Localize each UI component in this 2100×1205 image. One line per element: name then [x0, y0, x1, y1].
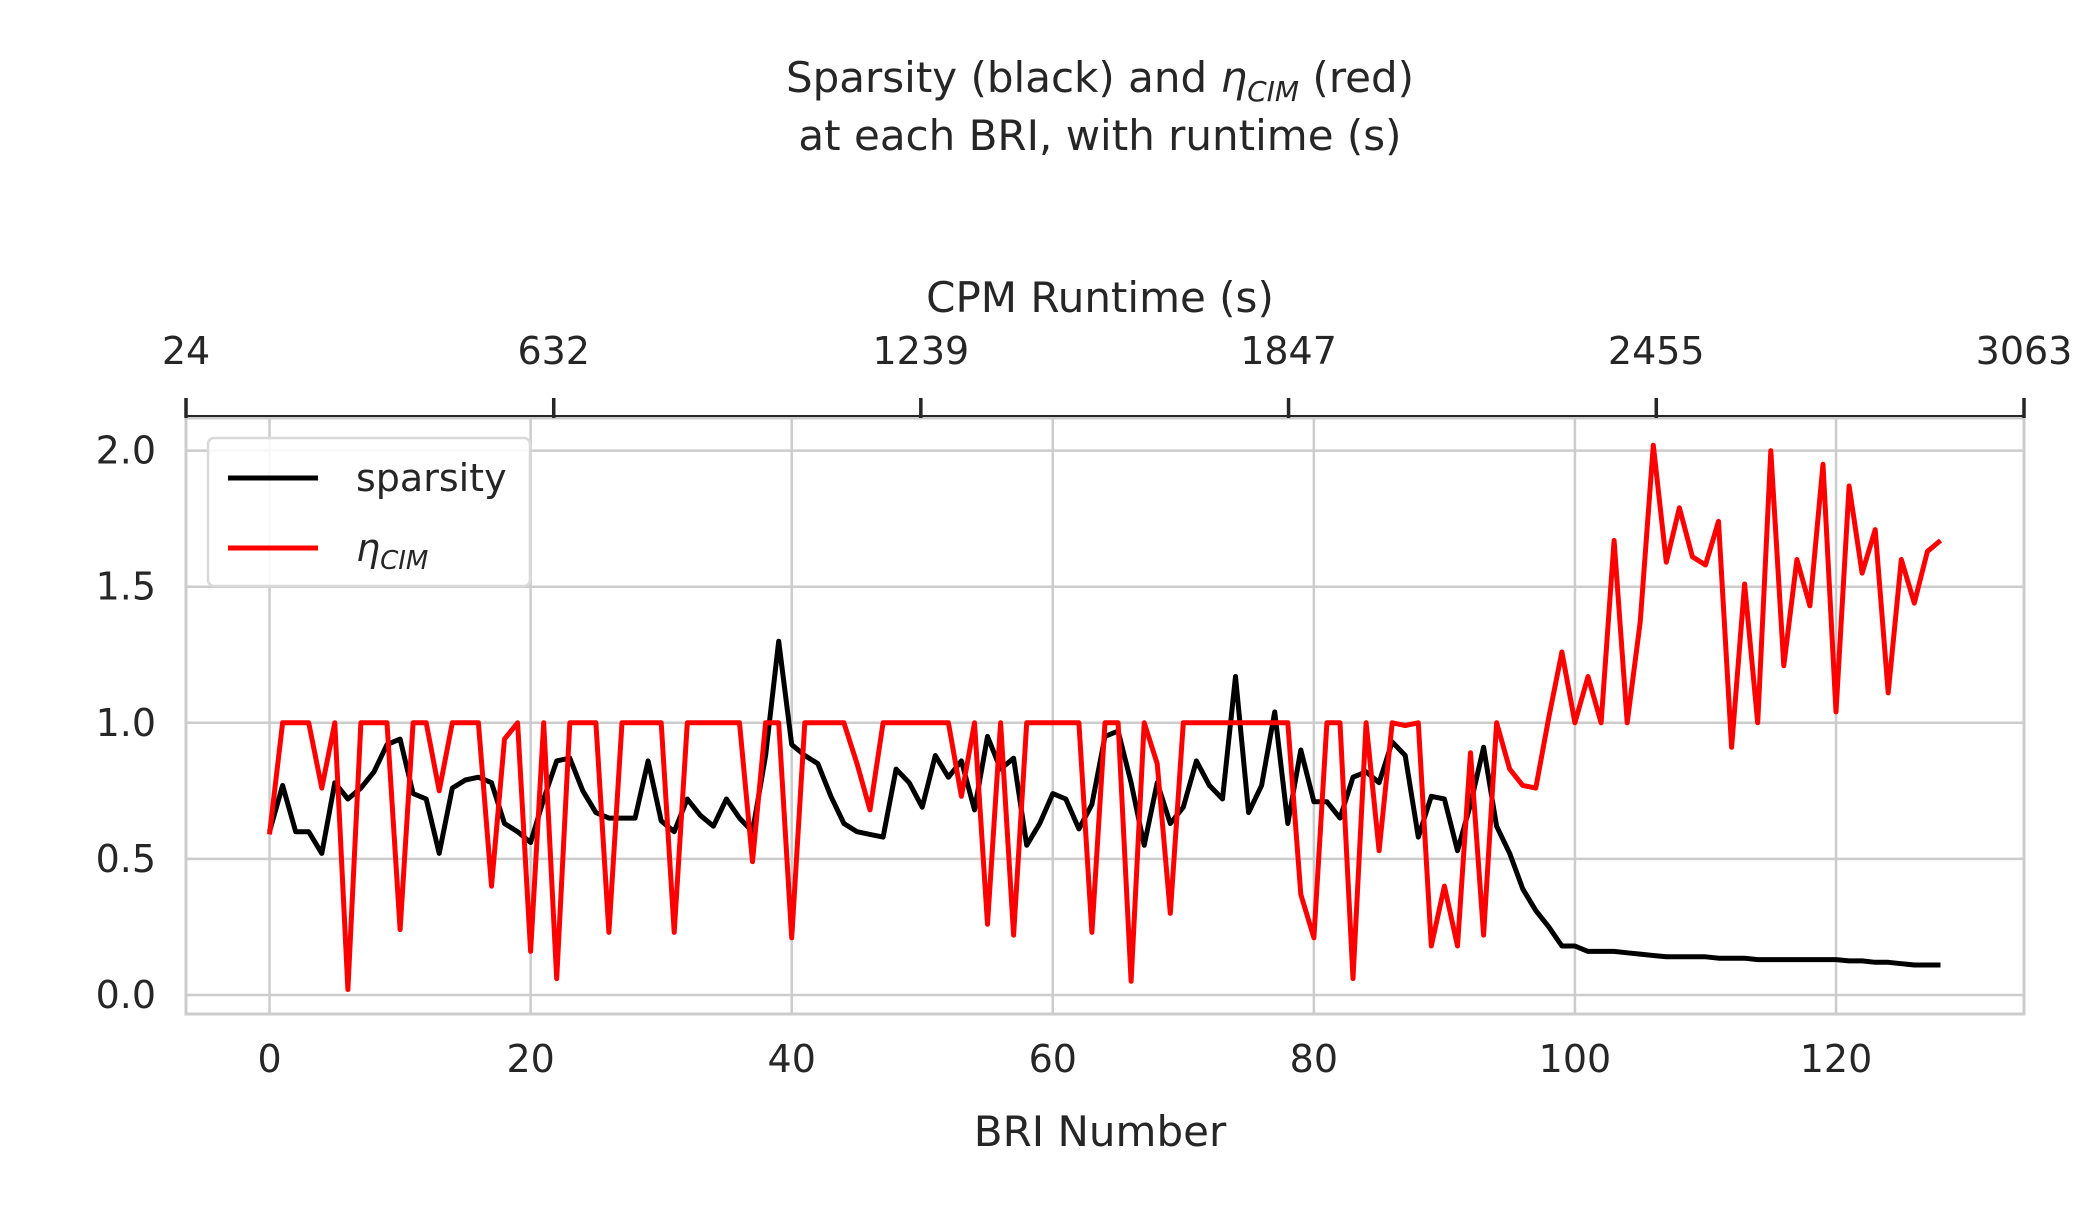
x-axis-label: BRI Number	[974, 1107, 1227, 1156]
legend: sparsity ηCIM	[206, 436, 532, 588]
y-tick-label: 2.0	[96, 429, 156, 473]
y-tick-label: 1.5	[96, 565, 156, 609]
plot-frame	[184, 416, 2026, 1016]
top-axis-tick-label: 1847	[1240, 329, 1337, 373]
chart-title-line2: at each BRI, with runtime (s)	[798, 111, 1401, 160]
top-axis-tick-label: 24	[162, 329, 210, 373]
x-tick-label: 40	[768, 1037, 816, 1081]
chart-title-line1: Sparsity (black) and ηCIM (red)	[786, 53, 1414, 108]
y-tick-label: 0.0	[96, 973, 156, 1017]
y-tick-label: 0.5	[96, 837, 156, 881]
x-tick-label: 100	[1539, 1037, 1612, 1081]
top-axis-tick-label: 1239	[872, 329, 969, 373]
y-tick-label: 1.0	[96, 701, 156, 745]
top-axis-tick-label: 632	[517, 329, 590, 373]
series-line-eta-cim	[267, 442, 1943, 992]
legend-label: sparsity	[356, 456, 507, 500]
legend-label: ηCIM	[356, 526, 428, 576]
top-axis-tick-label: 3063	[1976, 329, 2073, 373]
x-tick-label: 120	[1800, 1037, 1873, 1081]
x-tick-label: 0	[257, 1037, 281, 1081]
top-axis-tick-label: 2455	[1608, 329, 1705, 373]
x-tick-label: 20	[506, 1037, 554, 1081]
x-tick-label: 80	[1290, 1037, 1338, 1081]
x-tick-label: 60	[1029, 1037, 1077, 1081]
top-axis-label: CPM Runtime (s)	[926, 273, 1274, 322]
